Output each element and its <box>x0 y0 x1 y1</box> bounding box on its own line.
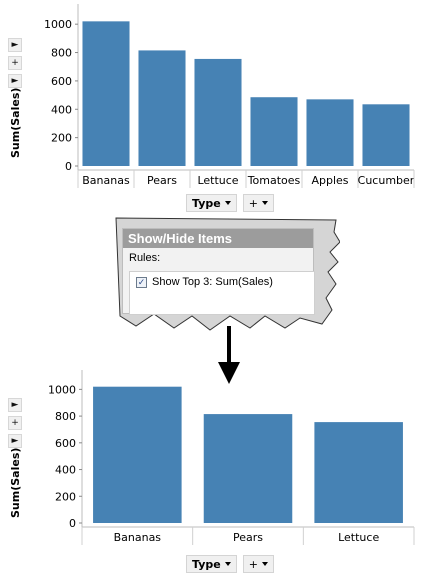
top-add-axis-button[interactable]: + <box>242 194 274 212</box>
bar <box>306 99 354 166</box>
category-label: Lettuce <box>197 174 238 187</box>
rule-label: Show Top 3: Sum(Sales) <box>152 276 273 288</box>
category-label: Apples <box>311 174 348 187</box>
rule-item[interactable]: ✓ Show Top 3: Sum(Sales) <box>136 276 314 288</box>
chevron-right-icon[interactable]: ► <box>8 398 22 412</box>
bar <box>314 422 403 523</box>
rules-list: ✓ Show Top 3: Sum(Sales) <box>129 271 315 315</box>
plus-icon[interactable]: + <box>8 416 22 430</box>
top-y-axis-label: Sum(Sales) <box>9 87 22 158</box>
y-tick-label: 200 <box>51 132 72 145</box>
category-label: Pears <box>147 174 177 187</box>
chevron-down-icon <box>224 562 231 566</box>
top-x-axis-controls: Type + <box>186 194 274 212</box>
bottom-chart: 0 200 400 600 800 1000 Bananas Pears Lettuce ► +… <box>0 368 433 580</box>
bottom-x-axis-controls: Type + <box>186 555 274 573</box>
top-bar-chart: 0 200 400 600 800 1000 Bananas Pears Lettuce Toma… <box>44 4 415 188</box>
chevron-right-icon[interactable]: ► <box>8 38 22 52</box>
top-y-axis-controls: ► + ► <box>8 38 22 92</box>
bottom-bar-chart: 0 200 400 600 800 1000 Bananas Pears Lettuce <box>48 370 415 545</box>
y-tick-label: 1000 <box>48 383 76 396</box>
chevron-down-icon <box>261 562 268 566</box>
chevron-down-icon <box>224 201 231 205</box>
top-chart: 0 200 400 600 800 1000 Bananas Pears Lettuce Toma… <box>0 0 433 215</box>
bottom-y-axis-label: Sum(Sales) <box>9 447 22 518</box>
category-label: Bananas <box>82 174 130 187</box>
dialog-title: Show/Hide Items <box>123 229 313 248</box>
chevron-right-icon[interactable]: ► <box>8 434 22 448</box>
bar <box>82 21 130 166</box>
bottom-y-axis-controls: ► + ► <box>8 398 22 452</box>
chevron-right-icon[interactable]: ► <box>8 74 22 88</box>
bar <box>93 386 182 523</box>
category-label: Tomatoes <box>247 174 301 187</box>
checkbox-icon[interactable]: ✓ <box>136 276 147 288</box>
y-tick-label: 800 <box>55 410 76 423</box>
plus-icon: + <box>248 557 258 571</box>
bar <box>362 104 410 166</box>
category-label: Bananas <box>114 531 162 544</box>
bottom-type-axis-button[interactable]: Type <box>186 555 237 573</box>
plus-icon: + <box>248 196 258 210</box>
y-tick-label: 400 <box>51 103 72 116</box>
arrow-down-icon <box>218 326 240 384</box>
y-tick-label: 1000 <box>44 18 72 31</box>
y-tick-label: 200 <box>55 490 76 503</box>
plus-icon[interactable]: + <box>8 56 22 70</box>
chevron-down-icon <box>261 201 268 205</box>
category-label: Pears <box>233 531 263 544</box>
category-label: Cucumber <box>358 174 415 187</box>
y-tick-label: 600 <box>55 437 76 450</box>
y-tick-label: 600 <box>51 75 72 88</box>
y-tick-label: 400 <box>55 464 76 477</box>
bar <box>138 50 186 166</box>
bar <box>194 58 242 166</box>
y-tick-label: 0 <box>69 517 76 530</box>
y-tick-label: 0 <box>65 160 72 173</box>
y-tick-label: 800 <box>51 47 72 60</box>
rules-label: Rules: <box>129 252 161 264</box>
bar <box>250 97 298 166</box>
show-hide-items-dialog: Show/Hide Items Rules: ✓ Show Top 3: Sum… <box>122 228 315 315</box>
category-label: Lettuce <box>338 531 379 544</box>
axis-button-label: Type <box>192 557 221 571</box>
bar <box>203 414 293 523</box>
top-type-axis-button[interactable]: Type <box>186 194 237 212</box>
axis-button-label: Type <box>192 196 221 210</box>
bottom-add-axis-button[interactable]: + <box>242 555 274 573</box>
